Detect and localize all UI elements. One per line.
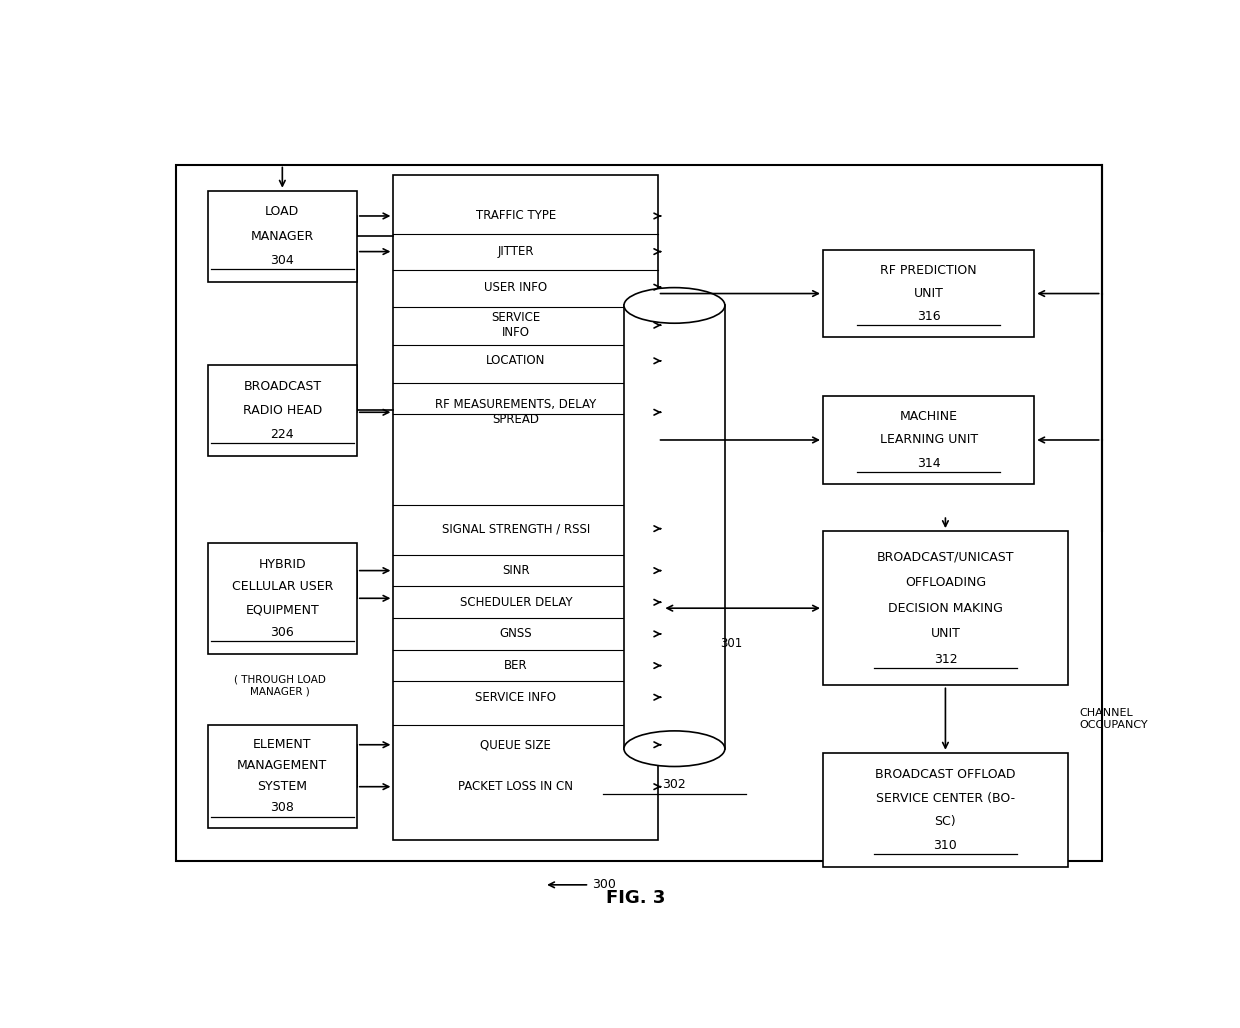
Text: HYBRID: HYBRID xyxy=(258,558,306,571)
Text: LOCATION: LOCATION xyxy=(486,355,546,367)
Text: 224: 224 xyxy=(270,428,294,441)
Text: QUEUE SIZE: QUEUE SIZE xyxy=(480,738,552,751)
Text: DECISION MAKING: DECISION MAKING xyxy=(888,601,1003,615)
Text: 306: 306 xyxy=(270,626,294,638)
Text: 316: 316 xyxy=(916,310,940,323)
Text: CELLULAR USER: CELLULAR USER xyxy=(232,581,334,593)
Text: EQUIPMENT: EQUIPMENT xyxy=(246,603,319,616)
Text: SYSTEM: SYSTEM xyxy=(258,780,308,794)
Bar xyxy=(393,175,657,840)
Text: UNIT: UNIT xyxy=(930,627,960,640)
Text: LOAD: LOAD xyxy=(265,206,299,218)
Ellipse shape xyxy=(624,288,725,323)
Text: BROADCAST/UNICAST: BROADCAST/UNICAST xyxy=(877,550,1014,563)
Bar xyxy=(208,725,357,828)
Bar xyxy=(176,164,1101,861)
Text: 312: 312 xyxy=(934,653,957,666)
Bar xyxy=(823,397,1034,483)
Text: JITTER: JITTER xyxy=(497,245,534,258)
Text: TRAFFIC TYPE: TRAFFIC TYPE xyxy=(476,210,556,222)
Text: 300: 300 xyxy=(593,878,616,891)
Text: RF PREDICTION: RF PREDICTION xyxy=(880,264,977,277)
Text: 308: 308 xyxy=(270,802,294,814)
Bar xyxy=(823,752,1068,868)
Text: SERVICE CENTER (BO-: SERVICE CENTER (BO- xyxy=(875,792,1016,805)
Text: ( THROUGH LOAD
MANAGER ): ( THROUGH LOAD MANAGER ) xyxy=(234,674,326,696)
Text: 301: 301 xyxy=(720,637,743,651)
Text: 314: 314 xyxy=(916,456,940,470)
Text: 310: 310 xyxy=(934,839,957,852)
Text: PACKET LOSS IN CN: PACKET LOSS IN CN xyxy=(459,780,573,794)
Text: MANAGEMENT: MANAGEMENT xyxy=(237,760,327,772)
Text: MACHINE: MACHINE xyxy=(899,410,957,424)
Text: SCHEDULER DELAY: SCHEDULER DELAY xyxy=(460,596,572,609)
Text: FIG. 3: FIG. 3 xyxy=(606,889,665,907)
Text: BER: BER xyxy=(503,659,528,672)
Text: BROADCAST: BROADCAST xyxy=(243,379,321,393)
Bar xyxy=(823,531,1068,686)
Text: CHANNEL
OCCUPANCY: CHANNEL OCCUPANCY xyxy=(1080,708,1148,730)
Bar xyxy=(823,250,1034,337)
Text: RADIO HEAD: RADIO HEAD xyxy=(243,404,322,416)
Text: UNIT: UNIT xyxy=(914,287,944,300)
Text: SERVICE
INFO: SERVICE INFO xyxy=(491,311,541,339)
Text: SC): SC) xyxy=(935,815,956,829)
Text: ELEMENT: ELEMENT xyxy=(253,738,311,751)
Text: SINR: SINR xyxy=(502,564,529,577)
Text: LEARNING UNIT: LEARNING UNIT xyxy=(879,434,977,446)
Text: USER INFO: USER INFO xyxy=(485,281,547,294)
Bar xyxy=(208,543,357,654)
Ellipse shape xyxy=(624,731,725,767)
Bar xyxy=(624,305,725,748)
Bar xyxy=(208,190,357,282)
Text: SERVICE INFO: SERVICE INFO xyxy=(475,691,557,704)
Text: RF MEASUREMENTS, DELAY
SPREAD: RF MEASUREMENTS, DELAY SPREAD xyxy=(435,398,596,427)
Text: 302: 302 xyxy=(662,778,686,791)
Text: 304: 304 xyxy=(270,254,294,267)
Text: GNSS: GNSS xyxy=(500,627,532,640)
Text: OFFLOADING: OFFLOADING xyxy=(905,576,986,589)
Bar xyxy=(625,301,724,323)
Text: MANAGER: MANAGER xyxy=(250,229,314,243)
Text: SIGNAL STRENGTH / RSSI: SIGNAL STRENGTH / RSSI xyxy=(441,522,590,536)
Bar xyxy=(208,365,357,455)
Text: BROADCAST OFFLOAD: BROADCAST OFFLOAD xyxy=(875,768,1016,781)
